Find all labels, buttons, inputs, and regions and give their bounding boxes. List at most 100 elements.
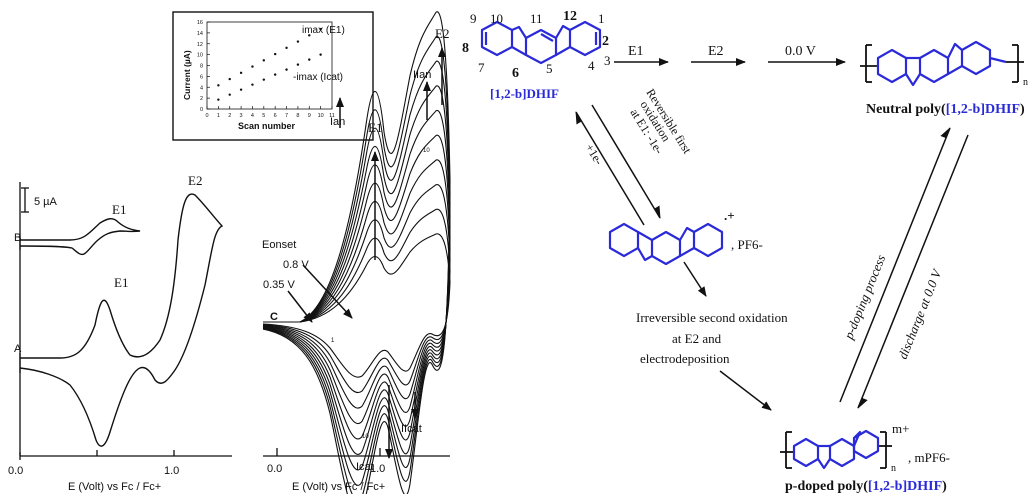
p-doping-label: p-doping process: [840, 253, 888, 342]
inset-point-icat: [296, 63, 300, 66]
m-plus-charge: m+: [892, 421, 909, 436]
inset-x-tick: 0: [205, 113, 208, 119]
monomer-name: [1,2-b]DHIF: [490, 86, 559, 101]
neutral-n-label: n: [1023, 77, 1028, 88]
inset-x-tick: 4: [251, 113, 254, 119]
radical-cation-structure: [608, 222, 724, 266]
inset-point-icat: [262, 78, 266, 81]
second-ox-line-3: electrodeposition: [640, 351, 730, 366]
inset-point-e1: [296, 40, 300, 43]
v035-label: 0.35 V: [263, 279, 295, 291]
cv-scan-trace: [262, 233, 451, 378]
inset-point-e1: [239, 71, 243, 75]
second-ox-line-1: Irreversible second oxidation: [636, 310, 788, 325]
inset-point-e1: [308, 34, 311, 37]
inset-point-e1: [285, 46, 288, 50]
inset-x-tick: 11: [329, 113, 335, 119]
svg-text:11: 11: [530, 11, 543, 26]
scan-10-bottom-label: 10: [362, 434, 369, 440]
peak-e1-b-label: E1: [112, 202, 126, 217]
right-e2-label: E2: [435, 26, 449, 41]
svg-text:1: 1: [598, 11, 605, 26]
inset-point-e1: [319, 27, 322, 31]
inset-y-tick: 16: [197, 20, 203, 26]
scan-1-label: 1: [331, 338, 335, 344]
trace-b-label: B: [14, 232, 21, 244]
atom-numbers: 9 10 11 12 1 2 8 7 6 5 4 3: [462, 9, 611, 81]
scale-bar-label: 5 µA: [34, 196, 58, 208]
inset-y-tick: 14: [197, 31, 203, 37]
radical-charge: .+: [724, 208, 735, 223]
inset-y-tick: 12: [197, 42, 203, 48]
left-x-tick-0: 0.0: [8, 465, 23, 477]
inset-point-icat: [273, 73, 277, 76]
right-x-axis-label: E (Volt) vs Fc / Fc+: [292, 481, 385, 493]
inset-y-tick: 10: [197, 53, 203, 59]
inset-x-ticks: 0 1 2 3 4 5 6 7 8 9 10 11: [205, 106, 335, 119]
svg-text:6: 6: [512, 66, 519, 81]
inset-x-tick: 6: [274, 113, 277, 119]
ian-label: Ian: [330, 116, 345, 128]
inset-point-e1: [273, 52, 277, 56]
neutral-polymer-name: Neutral poly([1,2-b]DHIF): [866, 102, 1025, 117]
trace-a-curve: [19, 193, 224, 447]
step-e2-label: E2: [708, 44, 724, 59]
iicat-label: IIcat: [401, 423, 422, 435]
left-x-tick-1: 1.0: [164, 465, 179, 477]
inset-x-tick: 8: [296, 113, 299, 119]
left-cv-plot: 5 µA B E1 A E1 E2 0.0 1.0 E (Volt) vs Fc…: [8, 173, 232, 493]
icat-label: Icat: [356, 461, 374, 473]
svg-text:5: 5: [546, 61, 553, 76]
second-ox-line-2: at E2 and: [672, 331, 722, 346]
neutral-polymer-structure: [860, 40, 1024, 87]
inset-x-tick: 2: [228, 113, 231, 119]
inset-point-icat: [285, 68, 288, 71]
inset-label-icat: -imax (Icat): [293, 72, 343, 83]
radical-counterion: , PF6-: [731, 237, 763, 252]
inset-x-tick: 7: [285, 113, 288, 119]
inset-point-e1: [262, 59, 266, 62]
inset-x-tick: 9: [308, 113, 311, 119]
cv-multiscan-traces: [262, 11, 451, 494]
right-x-tick-0: 0.0: [267, 463, 282, 475]
inset-y-axis-label: Current (µA): [182, 50, 192, 100]
zero-volt-label: 0.0 V: [785, 44, 816, 59]
svg-text:2: 2: [602, 34, 609, 49]
svg-text:9: 9: [470, 11, 477, 26]
inset-y-tick: 8: [200, 64, 203, 70]
inset-x-tick: 10: [318, 113, 324, 119]
inset-x-tick: 5: [262, 113, 265, 119]
trace-a-label: A: [14, 343, 22, 355]
inset-y-ticks: 0 2 4 6 8 10 12 14 16: [197, 20, 210, 113]
inset-point-e1: [228, 77, 231, 81]
inset-y-tick: 2: [200, 96, 203, 102]
c-label: C: [270, 311, 278, 323]
iian-label: IIan: [413, 69, 431, 81]
eonset-label: Eonset: [262, 239, 296, 251]
inset-point-icat: [217, 98, 220, 101]
v08-label: 0.8 V: [283, 259, 309, 271]
doped-polymer-name: p-doped poly([1,2-b]DHIF): [785, 479, 947, 494]
inset-point-icat: [319, 53, 322, 56]
right-x-tick-1: 1.0: [370, 463, 385, 475]
inset-y-tick: 0: [200, 107, 203, 113]
inset-point-icat: [228, 93, 231, 96]
svg-text:4: 4: [588, 58, 595, 73]
inset-label-e1: imax (E1): [302, 25, 345, 36]
plus-electron-label: +1e-: [582, 141, 606, 167]
svg-text:8: 8: [462, 41, 469, 56]
right-e1-label: E1: [368, 120, 382, 135]
inset-point-icat: [308, 58, 311, 61]
left-x-axis-label: E (Volt) vs Fc / Fc+: [68, 481, 161, 493]
p-doped-polymer-structure: [780, 429, 892, 470]
cv-scan-trace: [262, 11, 451, 494]
inset-point-e1: [217, 84, 220, 87]
cv-scan-trace: [262, 85, 451, 471]
inset-point-icat: [251, 83, 254, 86]
reaction-scheme: 9 10 11 12 1 2 8 7 6 5 4 3 [1,2-b]DHIF E…: [462, 9, 1028, 494]
svg-text:10: 10: [490, 11, 503, 26]
peak-e1-a-label: E1: [114, 275, 128, 290]
inset-points: [217, 27, 322, 101]
inset-y-tick: 6: [200, 74, 203, 80]
